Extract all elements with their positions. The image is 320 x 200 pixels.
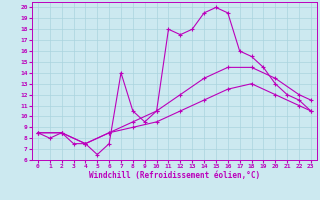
X-axis label: Windchill (Refroidissement éolien,°C): Windchill (Refroidissement éolien,°C)	[89, 171, 260, 180]
